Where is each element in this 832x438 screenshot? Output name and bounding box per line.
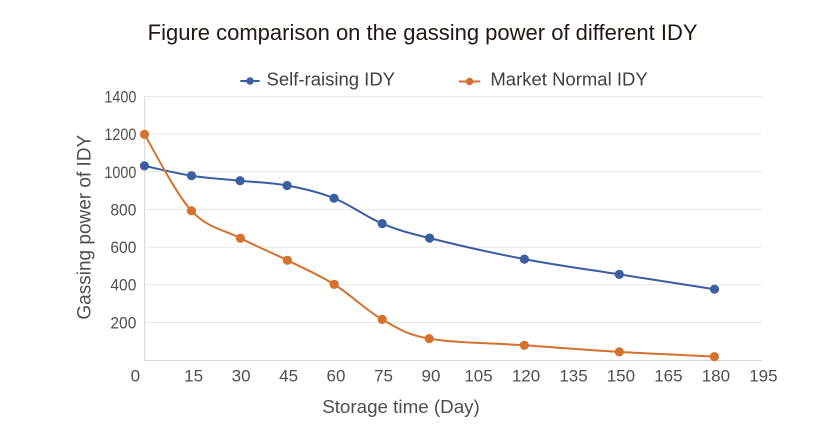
svg-text:1000: 1000 bbox=[104, 163, 136, 182]
svg-text:0: 0 bbox=[131, 367, 140, 386]
svg-text:Self-raising IDY: Self-raising IDY bbox=[267, 69, 396, 90]
svg-text:800: 800 bbox=[110, 200, 136, 219]
svg-text:Storage time (Day): Storage time (Day) bbox=[322, 396, 480, 417]
svg-text:Figure comparison on the gassi: Figure comparison on the gassing power o… bbox=[148, 20, 698, 45]
svg-text:105: 105 bbox=[464, 367, 492, 386]
svg-text:400: 400 bbox=[110, 276, 136, 295]
svg-text:150: 150 bbox=[607, 367, 635, 386]
svg-text:200: 200 bbox=[110, 313, 136, 332]
svg-text:180: 180 bbox=[702, 367, 730, 386]
svg-text:Gassing power of IDY: Gassing power of IDY bbox=[74, 134, 95, 319]
svg-text:15: 15 bbox=[184, 367, 203, 386]
svg-text:600: 600 bbox=[110, 238, 136, 257]
svg-text:1200: 1200 bbox=[104, 125, 136, 144]
svg-text:Market Normal IDY: Market Normal IDY bbox=[490, 69, 647, 90]
svg-text:135: 135 bbox=[559, 367, 587, 386]
svg-text:120: 120 bbox=[512, 367, 540, 386]
svg-text:45: 45 bbox=[279, 367, 298, 386]
svg-text:1400: 1400 bbox=[104, 88, 136, 107]
svg-text:75: 75 bbox=[374, 367, 393, 386]
svg-text:30: 30 bbox=[232, 367, 251, 386]
svg-text:60: 60 bbox=[327, 367, 346, 386]
svg-text:195: 195 bbox=[749, 367, 777, 386]
svg-text:165: 165 bbox=[654, 367, 682, 386]
svg-text:90: 90 bbox=[422, 367, 441, 386]
